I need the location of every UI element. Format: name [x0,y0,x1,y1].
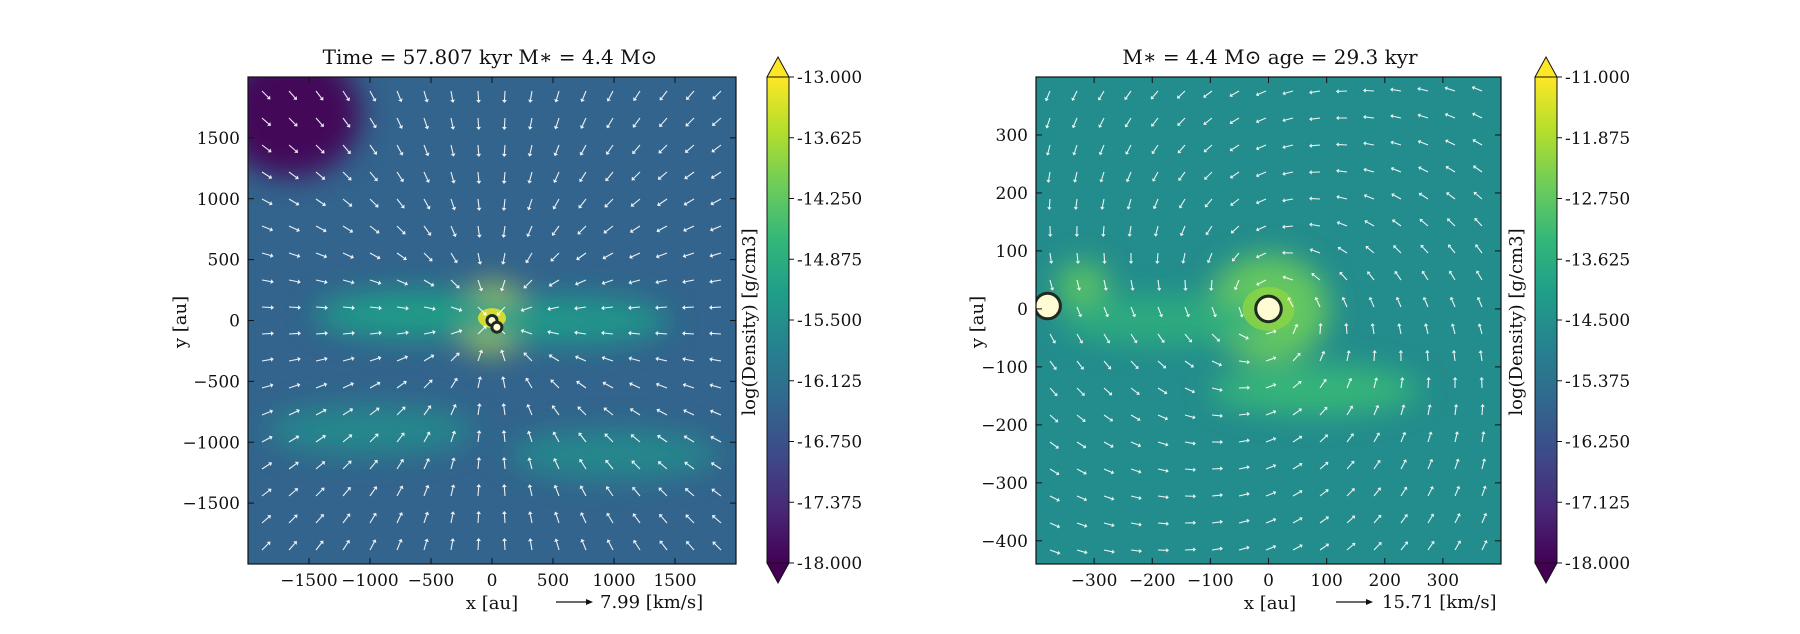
left-panel: Time = 57.807 kyr M∗ = 4.4 M⊙ x [au] y [… [170,45,862,614]
right-colorbar-tick-label: -13.625 [1565,250,1630,270]
right-colorbar [1535,77,1557,563]
left-x-tick-label: −1500 [280,571,338,591]
left-y-tick-label: −500 [193,372,240,392]
left-x-axis-label: x [au] [466,593,518,614]
right-y-tick-label: −100 [981,358,1028,378]
left-x-tick-label: 1500 [653,571,696,591]
left-colorbar-tick-label: -17.375 [797,493,862,513]
right-colorbar-tick-label: -11.875 [1565,129,1630,149]
right-x-tick-label: −200 [1129,571,1176,591]
left-panel-title: Time = 57.807 kyr M∗ = 4.4 M⊙ [323,45,658,69]
left-density-map [221,51,736,564]
right-colorbar-tick-label: -11.000 [1565,68,1630,88]
left-colorbar-tick-label: -18.000 [797,554,862,574]
right-y-axis-label: y [au] [967,296,988,349]
right-sink-particle [1035,293,1061,319]
right-x-tick-label: −300 [1071,571,1118,591]
right-x-tick-label: 200 [1369,571,1401,591]
left-y-tick-label: 1500 [197,129,240,149]
right-x-tick-label: 0 [1263,571,1274,591]
right-density-spiral-arm-south [1211,365,1420,415]
right-y-tick-label: −300 [981,474,1028,494]
left-colorbar-extend-min [767,563,789,583]
left-velocity-key-label: 7.99 [km/s] [600,592,703,613]
right-sink-particle [1256,296,1282,322]
right-y-tick-label: 200 [996,184,1028,204]
left-y-axis-label: y [au] [170,296,191,349]
left-x-tick-label: −500 [408,571,455,591]
right-x-tick-label: −100 [1187,571,1234,591]
right-x-tick-label: 300 [1427,571,1459,591]
left-density-arc-south-east [510,430,719,480]
right-colorbar-extend-max [1535,57,1557,77]
right-y-tick-label: −200 [981,416,1028,436]
right-colorbar-tick-label: -12.750 [1565,190,1630,210]
left-y-tick-label: 500 [208,251,240,271]
right-colorbar-tick-label: -15.375 [1565,372,1630,392]
left-colorbar-tick-label: -14.250 [797,190,862,210]
right-y-tick-label: −400 [981,532,1028,552]
left-y-tick-label: 1000 [197,190,240,210]
left-velocity-key: 7.99 [km/s] [556,592,703,613]
left-x-tick-label: 500 [537,571,569,591]
left-colorbar-tick-label: -13.000 [797,68,862,88]
right-colorbar-tick-label: -16.250 [1565,433,1630,453]
right-x-tick-label: 100 [1310,571,1342,591]
right-velocity-key-label: 15.71 [km/s] [1382,592,1497,613]
right-y-tick-label: 0 [1017,300,1028,320]
left-colorbar-tick-label: -14.875 [797,250,862,270]
right-panel: M∗ = 4.4 M⊙ age = 29.3 kyr x [au] y [au]… [967,45,1630,614]
right-colorbar-tick-label: -14.500 [1565,311,1630,331]
left-colorbar-tick-label: -16.750 [797,433,862,453]
right-colorbar-extend-min [1535,563,1557,583]
right-x-axis-label: x [au] [1244,593,1296,614]
left-colorbar-extend-max [767,57,789,77]
right-panel-title: M∗ = 4.4 M⊙ age = 29.3 kyr [1122,45,1418,69]
left-colorbar-tick-label: -16.125 [797,372,862,392]
right-density-map [1035,77,1501,564]
left-colorbar-label: log(Density) [g/cm3] [739,228,760,415]
right-colorbar-tick-label: -17.125 [1565,493,1630,513]
left-x-tick-label: −1000 [341,571,399,591]
left-x-tick-label: 1000 [592,571,635,591]
left-density-arc-south-west [266,405,475,455]
left-colorbar [767,77,789,563]
left-y-tick-label: −1000 [182,433,240,453]
left-density-low-density-cavity-north-west [221,51,361,177]
left-colorbar-tick-label: -13.625 [797,129,862,149]
right-velocity-key: 15.71 [km/s] [1336,592,1497,613]
left-sink-particle [492,322,502,332]
right-colorbar-tick-label: -18.000 [1565,554,1630,574]
left-y-tick-label: −1500 [182,494,240,514]
right-y-tick-label: 100 [996,242,1028,262]
left-y-tick-label: 0 [229,312,240,332]
right-density-bridge [1059,296,1268,346]
left-x-tick-label: 0 [487,571,498,591]
right-y-tick-label: 300 [996,126,1028,146]
right-colorbar-label: log(Density) [g/cm3] [1506,228,1527,415]
left-colorbar-tick-label: -15.500 [797,311,862,331]
